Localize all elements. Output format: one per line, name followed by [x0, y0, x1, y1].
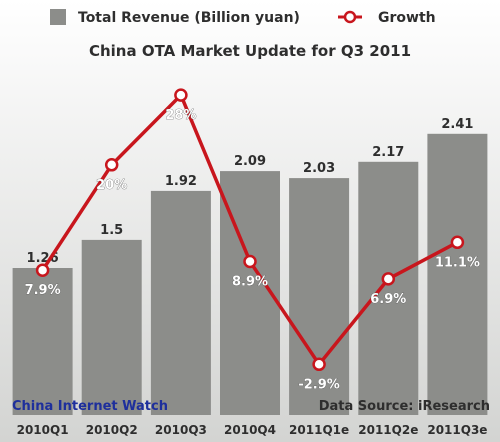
- growth-point: [381, 272, 396, 286]
- growth-data-label: 20%: [96, 178, 127, 193]
- growth-point: [450, 235, 465, 250]
- growth-data-label: 11.1%: [435, 255, 480, 270]
- x-tick-label: 2010Q1: [17, 423, 69, 437]
- watermark: China Internet Watch: [12, 399, 168, 414]
- bar-labels-layer: 1.26 1.5 1.92 2.09 2.03 2.17 2.41: [27, 117, 474, 266]
- revenue-bar: [12, 268, 73, 415]
- growth-data-label: -2.9%: [298, 377, 339, 392]
- x-tick-label: 2011Q2e: [358, 423, 418, 437]
- legend-line-marker: [343, 10, 357, 24]
- revenue-bar: [427, 133, 488, 416]
- revenue-data-label: 1.5: [100, 223, 123, 238]
- x-tick-label: 2010Q3: [155, 423, 207, 437]
- revenue-bar: [289, 178, 350, 415]
- chart-title: China OTA Market Update for Q3 2011: [89, 42, 411, 60]
- legend-bar-label: Total Revenue (Billion yuan): [78, 10, 300, 26]
- data-source-note: Data Source: iResearch: [319, 399, 490, 414]
- revenue-bar: [81, 239, 142, 415]
- growth-data-label: 6.9%: [370, 292, 406, 307]
- growth-point: [243, 254, 257, 269]
- growth-point: [312, 357, 326, 372]
- x-tick-label: 2011Q3e: [427, 423, 487, 437]
- revenue-data-label: 2.03: [303, 161, 335, 176]
- revenue-data-label: 1.26: [27, 251, 59, 266]
- growth-line-layer: [35, 88, 465, 372]
- growth-point: [174, 88, 188, 102]
- growth-point: [104, 158, 119, 172]
- x-tick-label: 2010Q2: [86, 423, 138, 437]
- revenue-bar: [358, 161, 419, 415]
- revenue-data-label: 1.92: [165, 174, 197, 189]
- bars-layer: [12, 133, 488, 416]
- legend: Total Revenue (Billion yuan) Growth: [50, 9, 436, 26]
- growth-data-label: 7.9%: [25, 283, 61, 298]
- revenue-bar: [150, 190, 211, 415]
- growth-data-label: 28%: [165, 108, 196, 123]
- x-tick-label: 2010Q4: [224, 423, 276, 437]
- revenue-data-label: 2.17: [372, 145, 404, 160]
- revenue-data-label: 2.41: [441, 117, 473, 132]
- legend-line-label: Growth: [378, 10, 436, 26]
- growth-point: [35, 263, 50, 277]
- growth-data-label: 8.9%: [232, 275, 268, 290]
- legend-bar-swatch: [50, 9, 66, 25]
- x-axis: 2010Q1 2010Q2 2010Q3 2010Q4 2011Q1e 2011Q2e 20…: [17, 423, 488, 437]
- revenue-data-label: 2.09: [234, 154, 266, 169]
- growth-labels-layer: 7.9% 20% 28% 8.9% -2.9% 6.9% 11.1%: [24, 108, 480, 393]
- x-tick-label: 2011Q1e: [289, 423, 349, 437]
